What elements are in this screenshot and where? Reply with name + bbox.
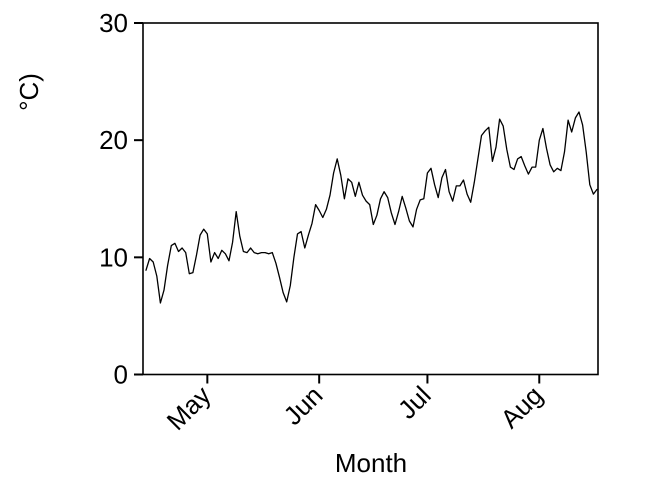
y-tick-label: 10	[99, 242, 128, 272]
y-axis-title: °C)	[14, 73, 44, 111]
x-tick-label: Jul	[392, 380, 437, 425]
plot-area-border	[142, 22, 599, 376]
x-axis-ticks: May Jun Jul Aug	[161, 374, 549, 436]
x-tick-label: May	[161, 380, 217, 436]
data-series-group	[145, 111, 598, 304]
y-tick-label: 30	[99, 8, 128, 38]
y-axis-ticks: 0 10 20 30	[99, 8, 143, 390]
temperature-line	[145, 111, 598, 304]
x-tick-label: Aug	[495, 380, 549, 434]
y-tick-label: 0	[114, 360, 128, 390]
y-tick-label: 20	[99, 125, 128, 155]
x-tick-label: Jun	[278, 380, 329, 431]
x-axis-title: Month	[335, 448, 407, 478]
